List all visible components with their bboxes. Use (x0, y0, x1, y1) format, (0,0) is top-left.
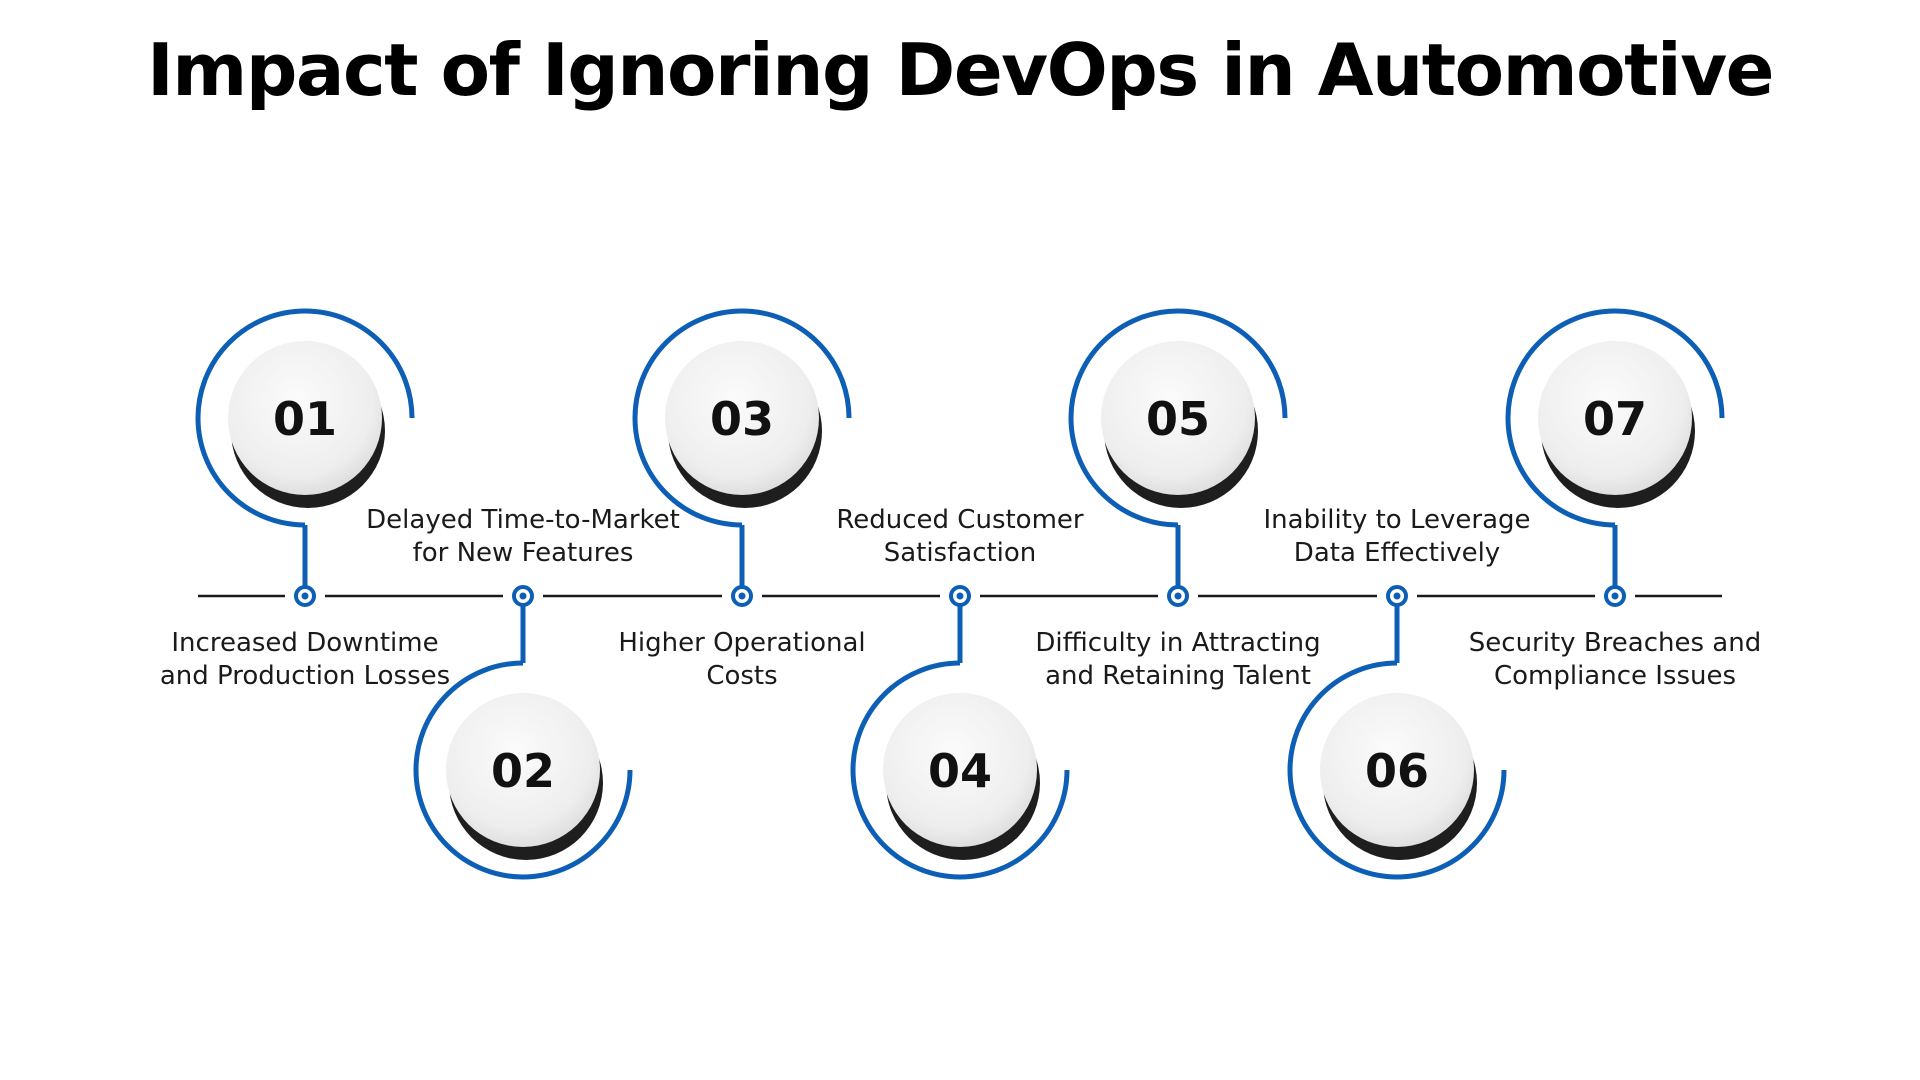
step-disc-04 (883, 693, 1037, 847)
timeline-dot-center (956, 592, 964, 600)
step-number-07: 07 (1583, 392, 1647, 446)
timeline-dot-center (301, 592, 309, 600)
step-disc-01 (228, 341, 382, 495)
step-disc-07 (1538, 341, 1692, 495)
step-ring-01 (195, 308, 415, 528)
timeline-dot-center (1611, 592, 1619, 600)
step-ring-07 (1505, 308, 1725, 528)
step-number-01: 01 (273, 392, 337, 446)
step-label-07: Security Breaches and Compliance Issues (1468, 628, 1762, 691)
step-label-01: Increased Downtime and Production Losses (159, 628, 451, 691)
step-number-02: 02 (491, 744, 555, 798)
step-ring-06 (1287, 660, 1507, 880)
step-number-03: 03 (710, 392, 774, 446)
timeline-dot-center (738, 592, 746, 600)
step-ring-05 (1068, 308, 1288, 528)
step-disc-06 (1320, 693, 1474, 847)
step-ring-04 (850, 660, 1070, 880)
step-ring-02 (413, 660, 633, 880)
step-disc-02 (446, 693, 600, 847)
step-disc-03 (665, 341, 819, 495)
step-number-04: 04 (928, 744, 992, 798)
step-label-02: Delayed Time-to-Market for New Features (366, 505, 680, 568)
step-label-06: Inability to Leverage Data Effectively (1263, 505, 1531, 568)
step-label-04: Reduced Customer Satisfaction (836, 505, 1084, 568)
step-number-06: 06 (1365, 744, 1429, 798)
timeline-dot-center (1174, 592, 1182, 600)
step-label-05: Difficulty in Attracting and Retaining T… (1035, 628, 1321, 691)
step-ring-03 (632, 308, 852, 528)
step-disc-05 (1101, 341, 1255, 495)
timeline-dot-center (1393, 592, 1401, 600)
step-label-03: Higher Operational Costs (618, 628, 866, 691)
step-number-05: 05 (1146, 392, 1210, 446)
page-title: Impact of Ignoring DevOps in Automotive (147, 28, 1774, 112)
timeline-dot-center (519, 592, 527, 600)
